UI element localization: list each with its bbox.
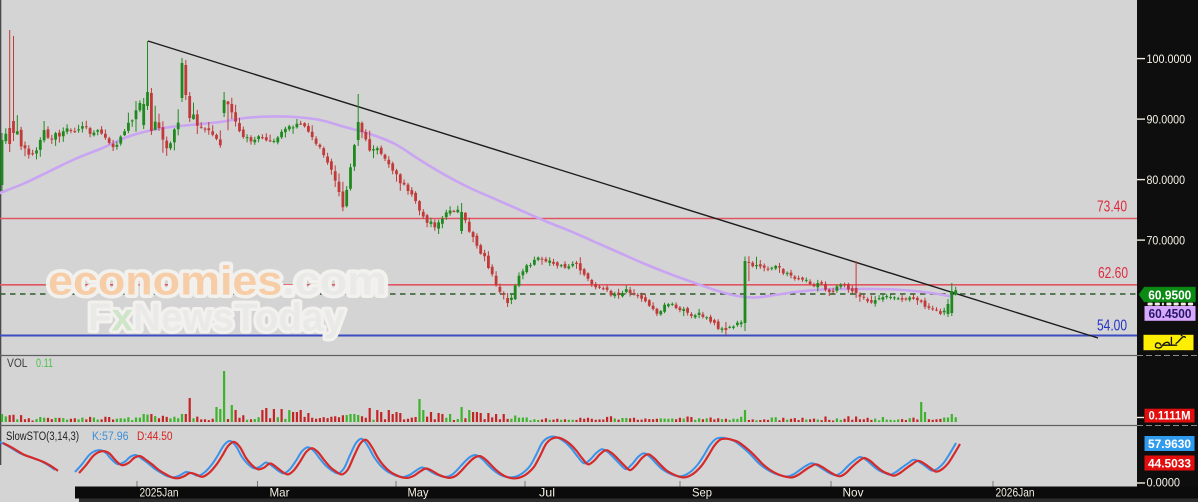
svg-text:FxNewsToday: FxNewsToday — [88, 297, 345, 340]
svg-text:60.4500: 60.4500 — [1149, 307, 1192, 321]
svg-text:73.40: 73.40 — [1097, 199, 1127, 216]
svg-text:60.9500: 60.9500 — [1148, 288, 1191, 302]
svg-text:0.0000: 0.0000 — [1147, 476, 1181, 490]
svg-text:Jul: Jul — [539, 486, 555, 500]
svg-text:0.1111M: 0.1111M — [1149, 411, 1191, 423]
svg-text:K:57.96: K:57.96 — [92, 431, 129, 443]
svg-text:economies.com: economies.com — [48, 258, 387, 304]
svg-text:SlowSTO(3,14,3): SlowSTO(3,14,3) — [6, 431, 79, 443]
svg-text:2025Jan: 2025Jan — [140, 486, 179, 500]
svg-text:economies.com: economies.com — [48, 258, 387, 304]
svg-text:62.60: 62.60 — [1098, 265, 1128, 282]
svg-text:VOL: VOL — [7, 358, 28, 370]
svg-text:54.00: 54.00 — [1097, 318, 1127, 335]
svg-text:44.5033: 44.5033 — [1148, 456, 1191, 470]
svg-text:D:44.50: D:44.50 — [137, 431, 173, 443]
svg-text:Mar: Mar — [270, 486, 290, 500]
svg-text:0.11: 0.11 — [36, 358, 53, 370]
svg-text:57.9630: 57.9630 — [1148, 437, 1191, 451]
svg-text:2026Jan: 2026Jan — [996, 486, 1035, 500]
svg-text:FxNewsToday: FxNewsToday — [88, 297, 345, 340]
svg-text:Sep: Sep — [692, 486, 712, 500]
svg-text:80.0000: 80.0000 — [1147, 173, 1186, 187]
svg-text:90.0000: 90.0000 — [1147, 113, 1186, 127]
svg-text:May: May — [408, 486, 429, 500]
svg-text:Nov: Nov — [843, 486, 864, 500]
svg-text:70.0000: 70.0000 — [1147, 234, 1186, 248]
svg-text:100.0000: 100.0000 — [1147, 52, 1192, 66]
